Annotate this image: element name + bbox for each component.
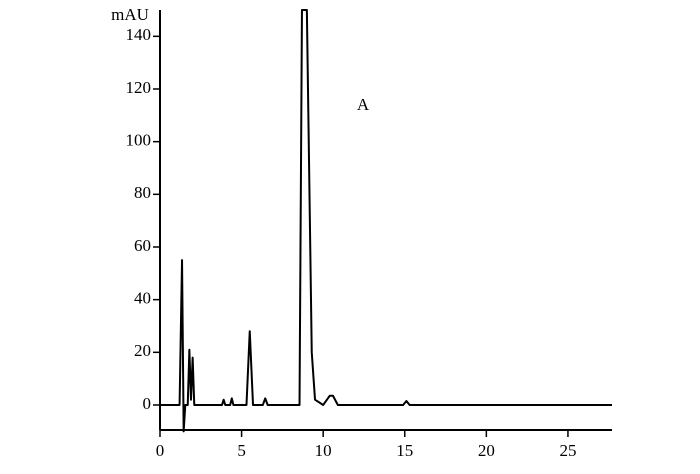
x-tick-label: 20: [478, 441, 495, 460]
y-tick-label: 140: [126, 25, 152, 44]
x-tick-label: 0: [156, 441, 165, 460]
trace: [160, 9, 612, 433]
y-tick-label: 0: [143, 394, 152, 413]
y-tick-label: 80: [134, 183, 151, 202]
x-tick-label: 10: [315, 441, 332, 460]
y-tick-label: 20: [134, 341, 151, 360]
annotation: A: [357, 95, 370, 114]
y-axis-label: mAU: [111, 5, 149, 24]
y-tick-label: 100: [126, 131, 152, 150]
y-tick-label: 120: [126, 78, 152, 97]
y-tick-label: 40: [134, 289, 151, 308]
x-tick-label: 25: [559, 441, 576, 460]
x-tick-label: 15: [396, 441, 413, 460]
x-tick-label: 5: [237, 441, 246, 460]
y-tick-label: 60: [134, 236, 151, 255]
